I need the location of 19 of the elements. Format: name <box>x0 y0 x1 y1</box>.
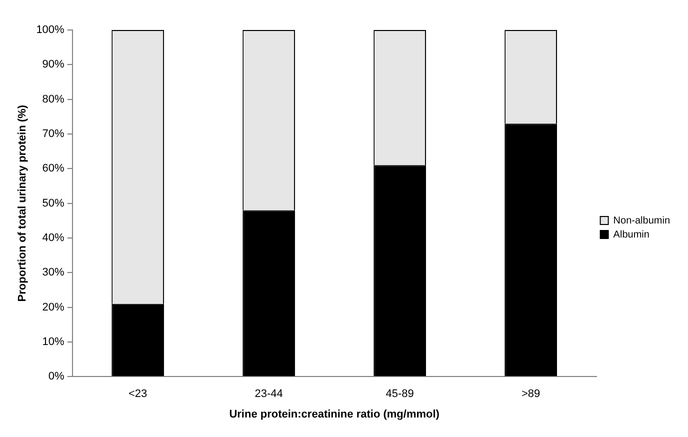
y-tick-label: 50% <box>42 197 65 210</box>
x-tick-label: >89 <box>521 388 540 400</box>
y-tick-label: 60% <box>42 162 65 175</box>
y-tick-label: 70% <box>42 128 65 140</box>
x-tick-label: 45-89 <box>386 388 414 400</box>
y-tick-label: 90% <box>42 58 65 71</box>
x-tick-label: <23 <box>128 388 148 400</box>
x-tick-label: 23-44 <box>254 388 283 400</box>
x-axis-title: Urine protein:creatinine ratio (mg/mmol) <box>229 408 440 420</box>
y-tick-label: 100% <box>36 24 65 36</box>
y-tick-label: 30% <box>42 266 65 279</box>
y-tick-label: 10% <box>42 336 65 348</box>
y-tick-label: 80% <box>42 93 65 106</box>
y-tick-label: 0% <box>48 370 65 383</box>
legend-label: Albumin <box>613 229 650 240</box>
y-tick-label: 20% <box>42 301 65 314</box>
y-tick-label: 40% <box>42 232 65 244</box>
y-axis-title: Proportion of total urinary protein (%) <box>16 104 29 302</box>
legend-label: Non-albumin <box>613 215 670 226</box>
